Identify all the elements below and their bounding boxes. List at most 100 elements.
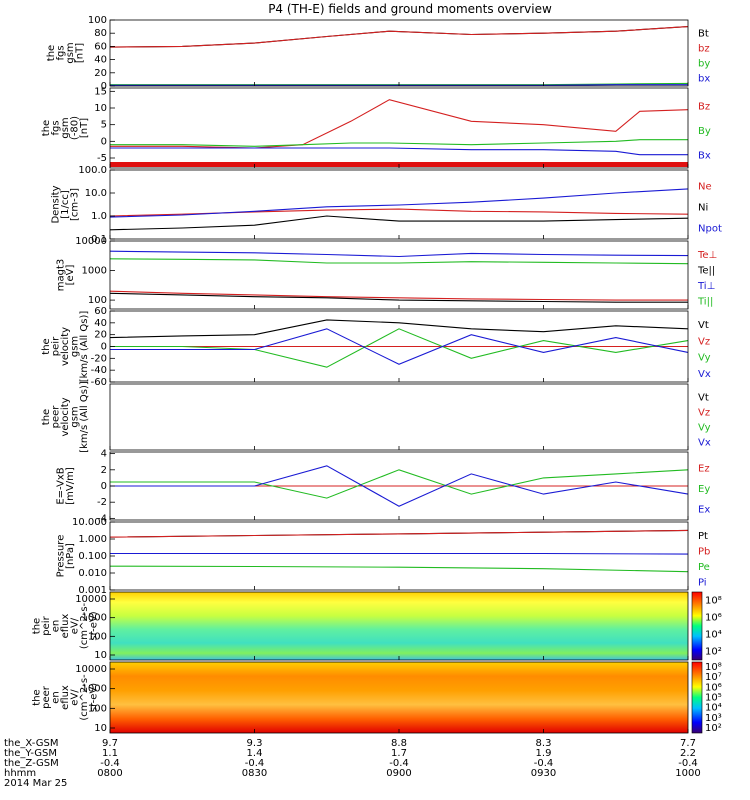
colorbar [691,661,703,734]
panel-peir_eflux: 10²10⁴10⁶10⁸10100100010000thepeireneflux… [32,591,722,661]
ylabel-line: fgs [55,45,66,60]
ylabel-line: velocity [60,397,71,436]
ytick-label: 10000 [75,236,107,247]
panels-group: Btbzbybx020406080100thefgsgsm[nT]BzByBx-… [32,15,722,734]
ylabel-line: the [41,120,52,136]
ylabel-line: eV/ [70,689,81,706]
footer-value: 8.3 [536,738,552,749]
footer-value: -0.4 [100,758,120,769]
ytick-label: 20 [94,330,107,341]
footer-row-label: hhmm [4,768,36,779]
ytick-label: 80 [94,28,107,39]
footer-value: 9.3 [247,738,263,749]
ytick-label: 100 [88,703,107,714]
series-line-Bt [109,26,689,48]
legend-label: Vy [698,353,711,364]
panel-frame [109,87,689,169]
ylabel-line: [1/cc] [60,190,71,219]
ytick-label: 10.000 [72,517,107,528]
footer-row-label: the_Z-GSM [4,758,59,769]
series-line-Ti [109,258,689,265]
ylabel-line: (cm^2-s- [79,602,90,649]
ytick-label: 1000 [82,266,107,277]
ytick-label: 0.001 [78,585,107,596]
ylabel-line: peir [51,336,62,356]
ytick-label: 2 [101,465,107,476]
legend-label: Npot [698,224,722,235]
legend-label: Ti⊥ [697,281,715,292]
ytick-label: 40 [94,318,107,329]
series-line-Bx [110,147,688,156]
legend-label: Bx [698,151,711,162]
footer-value: 1.7 [391,748,407,759]
ytick-label: 10 [94,723,107,734]
legend-label: Ne [698,182,712,193]
legend-label: bz [698,44,710,55]
legend-label: Vt [698,393,709,404]
legend-label: Pt [698,531,708,542]
ytick-label: 15 [94,86,107,97]
colorbar-label: 10⁴ [705,703,722,714]
footer-value: -0.4 [389,758,409,769]
ylabel-line: eV/ [70,617,81,634]
series-line-By [110,139,688,147]
series-line-Vt [109,319,689,339]
panel-frame [109,240,689,310]
ylabel-line: en [51,691,62,704]
ylabel-line: the [41,409,52,425]
ytick-label: 0 [101,136,107,147]
footer-row-label: the_X-GSM [4,738,58,749]
ylabel-line: (cm^2-s- [79,674,90,721]
footer-value: 1.4 [247,748,263,759]
ytick-label: 1.000 [78,534,107,545]
ylabel-group: magt3[eV] [55,259,76,292]
legend-label: Ex [698,505,710,516]
footer-value: 9.7 [102,738,118,749]
series-line-Pe [109,565,689,573]
series-line-by [110,82,689,86]
ytick-label: 1000 [82,684,107,695]
series-line-Vy [110,328,689,368]
ylabel-line: magt3 [55,259,66,292]
colorbar-label: 10² [705,647,722,658]
panel-frame [109,19,689,87]
ytick-label: -2 [97,497,107,508]
ylabel-line: gsm [60,117,71,138]
footer-value: 0830 [242,768,267,779]
series-line-Ey [110,469,689,499]
ytick-label: 0 [101,481,107,492]
colorbar [691,591,703,661]
ytick-label: 5 [101,120,107,131]
series-line-bx [110,84,688,86]
colorbar-label: 10⁷ [705,672,722,683]
legend-label: Vt [698,320,709,331]
footer-value: -0.4 [534,758,554,769]
footer-value: 0900 [386,768,411,779]
ylabel-line: fgs [51,120,62,135]
footer-value: 8.8 [391,738,407,749]
ylabel-line: [nT] [74,43,85,63]
ylabel-line: (-80) [70,116,81,140]
series-line-Ni [109,215,689,231]
ytick-label: 10000 [75,664,107,675]
ytick-label: -60 [91,377,107,388]
colorbar-label: 10³ [705,713,722,724]
series-line-Pi [110,552,689,555]
legend-label: Te|| [697,265,715,276]
panel-peer_eflux: 10²10³10⁴10⁵10⁶10⁷10⁸10100100010000thepe… [32,661,722,734]
footer-value: -0.4 [245,758,265,769]
ytick-label: 60 [94,41,107,52]
colorbar-label: 10² [705,723,722,734]
ylabel-line: [mV/m] [65,467,76,505]
ylabel-line: the [32,689,43,705]
legend-label: Vz [698,408,710,419]
ylabel-line: [km/s (All Qs)] [79,381,90,453]
series-line-Te [109,292,688,303]
footer-value: 2.2 [680,748,696,759]
footer-value: 0800 [97,768,122,779]
